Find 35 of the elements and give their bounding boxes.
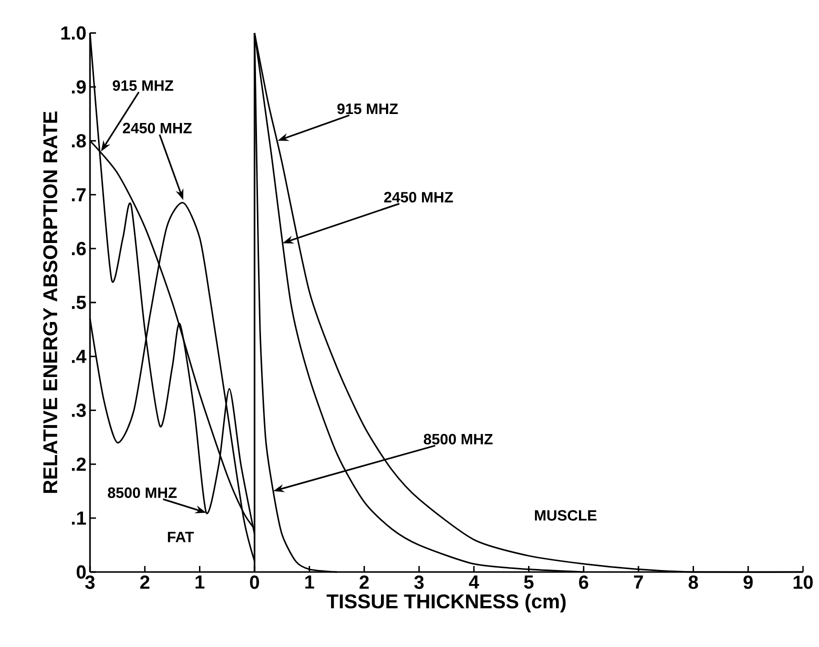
x-tick-label: 0 — [250, 576, 260, 589]
x-tick-label: 7 — [634, 576, 643, 589]
x-tick-label: 3 — [414, 576, 424, 589]
y-tick-label: .9 — [72, 80, 86, 94]
x-tick-label: 9 — [744, 576, 753, 589]
y-tick-label: .8 — [72, 134, 86, 148]
x-tick-label: 1 — [196, 576, 204, 589]
y-axis-title: RELATIVE ENERGY ABSORPTION RATE — [43, 112, 58, 493]
annotation: 2450 MHZ — [384, 192, 453, 202]
y-tick-label: 1.0 — [61, 26, 86, 40]
y-tick-label: 0 — [76, 565, 86, 579]
y-tick-label: .5 — [72, 296, 86, 310]
annotation: FAT — [168, 532, 194, 542]
annotation: 8500 MHZ — [108, 487, 177, 498]
x-tick-label: 6 — [579, 576, 588, 589]
x-tick-label: 1 — [305, 576, 314, 589]
y-tick-label: .7 — [72, 188, 86, 202]
annotation: 8500 MHZ — [424, 434, 493, 444]
x-tick-label: 2 — [140, 576, 150, 589]
y-tick-label: .6 — [72, 242, 86, 256]
x-axis-title: TISSUE THICKNESS (cm) — [326, 594, 566, 612]
annotation: 915 MHZ — [337, 104, 398, 114]
x-tick-label: 3 — [85, 576, 95, 589]
annotation: MUSCLE — [534, 510, 596, 521]
y-tick-label: .4 — [72, 350, 86, 363]
x-tick-label: 10 — [794, 576, 813, 589]
annotation: 2450 MHZ — [122, 122, 192, 134]
x-tick-label: 8 — [688, 576, 698, 589]
y-tick-label: .3 — [72, 404, 86, 418]
y-tick-label: .2 — [72, 458, 86, 471]
x-tick-label: 4 — [468, 576, 480, 589]
y-tick-label: .1 — [72, 512, 86, 525]
annotation: 915 MHZ — [112, 80, 174, 91]
x-tick-label: 5 — [524, 576, 534, 589]
x-tick-label: 2 — [360, 576, 369, 589]
